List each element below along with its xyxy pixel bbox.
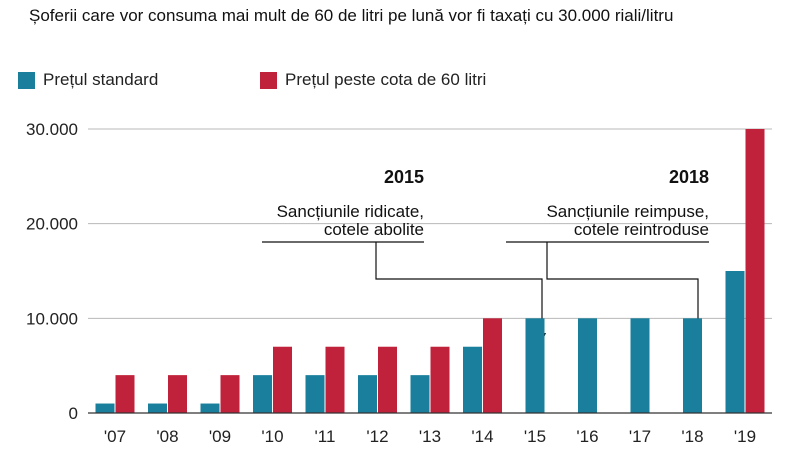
bar-over-quota: [168, 375, 187, 413]
bar-over-quota: [115, 375, 135, 413]
bar-standard: [358, 375, 377, 413]
bar-over-quota: [273, 346, 292, 413]
y-tick-label: 10.000: [26, 309, 78, 328]
chart-title: Șoferii care vor consuma mai mult de 60 …: [29, 6, 674, 25]
x-tick-label: '17: [629, 427, 651, 446]
y-tick-label: 0: [69, 404, 78, 423]
annotation-year: 2018: [669, 167, 709, 187]
x-tick-label: '10: [261, 427, 283, 446]
annotation-text: cotele reintroduse: [574, 220, 709, 239]
bar-standard: [683, 318, 702, 413]
x-tick-label: '07: [104, 427, 126, 446]
x-tick-label: '18: [681, 427, 703, 446]
annotation-year: 2015: [384, 167, 424, 187]
x-tick-label: '16: [576, 427, 598, 446]
bar-standard: [148, 403, 167, 413]
bar-standard: [305, 375, 325, 413]
bar-standard: [200, 403, 220, 413]
bar-over-quota: [220, 375, 240, 413]
bar-over-quota: [745, 129, 765, 413]
annotation-text: cotele abolite: [324, 220, 424, 239]
bar-standard: [630, 318, 650, 413]
legend-swatch-over-quota: [260, 71, 277, 89]
annotation-leader-line: [546, 242, 699, 333]
x-tick-label: '12: [366, 427, 388, 446]
x-tick-label: '19: [734, 427, 756, 446]
y-tick-label: 20.000: [26, 215, 78, 234]
bar-standard: [463, 346, 482, 413]
bar-standard: [725, 271, 745, 413]
legend-label-standard: Prețul standard: [43, 70, 159, 89]
y-tick-label: 30.000: [26, 120, 78, 139]
bar-standard: [410, 375, 430, 413]
bar-over-quota: [483, 318, 502, 413]
bar-standard: [578, 318, 597, 413]
x-tick-label: '14: [471, 427, 493, 446]
bar-standard: [525, 318, 545, 413]
annotation-text: Sancțiunile ridicate,: [277, 202, 424, 221]
bar-standard: [253, 375, 272, 413]
bar-over-quota: [378, 346, 397, 413]
x-tick-label: '09: [209, 427, 231, 446]
legend-item-standard: Prețul standard: [18, 70, 158, 90]
legend-label-over-quota: Prețul peste cota de 60 litri: [285, 70, 487, 89]
legend-item-over-quota: Prețul peste cota de 60 litri: [260, 70, 486, 90]
x-tick-label: '15: [524, 427, 546, 446]
x-tick-label: '11: [315, 427, 336, 446]
bar-over-quota: [430, 346, 450, 413]
bar-standard: [95, 403, 115, 413]
annotation-text: Sancțiunile reimpuse,: [546, 202, 709, 221]
annotation-leader-line: [375, 242, 543, 333]
bar-over-quota: [325, 346, 345, 413]
legend-swatch-standard: [18, 71, 35, 89]
x-tick-label: '13: [419, 427, 441, 446]
x-tick-label: '08: [156, 427, 178, 446]
